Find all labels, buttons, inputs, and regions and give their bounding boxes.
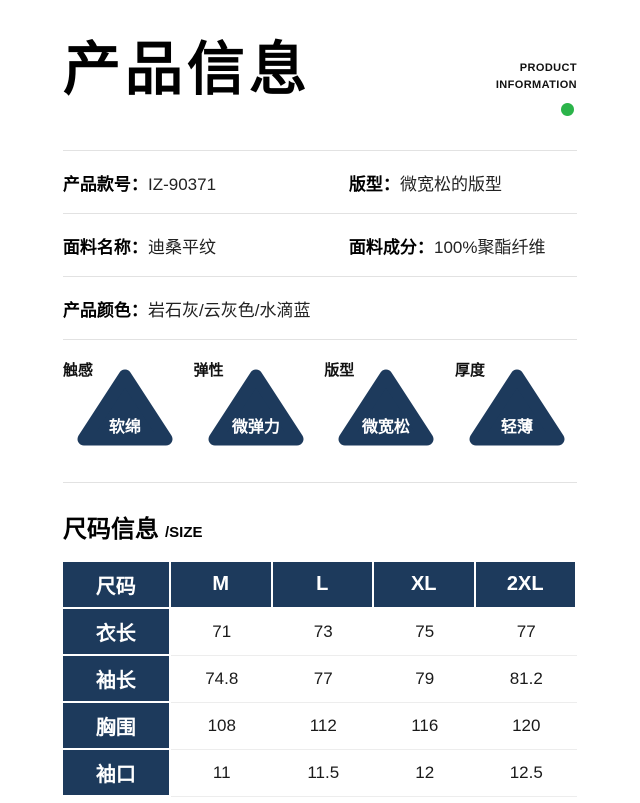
green-dot-icon bbox=[561, 103, 574, 117]
feature-badges: 触感 软绵 弹性 微弹力 版型 微宽松 厚度 轻薄 bbox=[63, 340, 577, 482]
size-table-cell: 71 bbox=[171, 609, 273, 656]
spec-product-colors: 产品颜色：岩石灰/云灰色/水滴蓝 bbox=[63, 296, 310, 321]
spec-label: 产品款号： bbox=[63, 174, 148, 194]
size-table-cell: 75 bbox=[374, 609, 476, 656]
page-title: 产品信息 bbox=[63, 37, 312, 102]
size-table-cell: 12.5 bbox=[475, 750, 577, 797]
size-table-cell: 11.5 bbox=[272, 750, 374, 797]
spec-value: 迪桑平纹 bbox=[148, 237, 216, 257]
feature-value: 轻薄 bbox=[501, 417, 533, 436]
size-table-row-label: 袖口 bbox=[63, 750, 171, 797]
spec-row-colors: 产品颜色：岩石灰/云灰色/水滴蓝 bbox=[63, 277, 577, 339]
size-table-row-label: 袖长 bbox=[63, 656, 171, 703]
triangle-badge-icon: 微弹力 bbox=[208, 369, 304, 446]
spec-row-style-number: 产品款号：IZ-90371 版型：微宽松的版型 bbox=[63, 151, 577, 213]
spec-style-number: 产品款号：IZ-90371 bbox=[63, 170, 349, 195]
divider bbox=[63, 482, 577, 483]
feature-elasticity: 弹性 微弹力 bbox=[194, 356, 316, 472]
subtitle-line-1: PRODUCT bbox=[519, 62, 577, 74]
divider bbox=[63, 150, 577, 151]
size-table-header-cell: XL bbox=[374, 562, 476, 609]
subtitle-line-2: INFORMATION bbox=[495, 79, 577, 92]
size-table: 尺码 M L XL 2XL 衣长 71 73 75 77 袖长 74.8 77 … bbox=[63, 562, 577, 797]
page-header: 产品信息 PRODUCT INFORMATION bbox=[63, 0, 577, 150]
spec-value: IZ-90371 bbox=[148, 174, 217, 194]
spec-value: 微宽松的版型 bbox=[400, 174, 502, 194]
size-table-header-cell: L bbox=[272, 562, 374, 609]
spec-value: 岩石灰/云灰色/水滴蓝 bbox=[148, 300, 311, 320]
size-title-en: /SIZE bbox=[165, 524, 203, 541]
spec-row-fabric: 面料名称：迪桑平纹 面料成分：100%聚酯纤维 bbox=[63, 214, 577, 276]
header-right: PRODUCT INFORMATION bbox=[496, 38, 577, 117]
feature-fit: 版型 微宽松 bbox=[324, 356, 446, 472]
feature-value: 微宽松 bbox=[361, 417, 410, 436]
size-table-row-label: 胸围 bbox=[63, 703, 171, 750]
page-subtitle-en: PRODUCT INFORMATION bbox=[496, 60, 577, 94]
feature-value: 微弹力 bbox=[231, 417, 280, 436]
size-section-title: 尺码信息 /SIZE bbox=[63, 509, 577, 544]
divider bbox=[63, 213, 577, 214]
feature-value: 软绵 bbox=[109, 417, 141, 436]
size-table-cell: 79 bbox=[374, 656, 476, 703]
size-table-cell: 77 bbox=[272, 656, 374, 703]
size-table-cell: 112 bbox=[272, 703, 374, 750]
feature-touch: 触感 软绵 bbox=[63, 356, 185, 472]
divider bbox=[63, 276, 577, 277]
size-table-cell: 116 bbox=[374, 703, 476, 750]
size-table-cell: 120 bbox=[475, 703, 577, 750]
size-table-cell: 11 bbox=[171, 750, 273, 797]
size-table-header-cell: 2XL bbox=[475, 562, 577, 609]
size-table-cell: 81.2 bbox=[475, 656, 577, 703]
feature-label: 版型 bbox=[324, 362, 355, 379]
size-table-cell: 74.8 bbox=[171, 656, 273, 703]
feature-label: 触感 bbox=[63, 362, 94, 379]
feature-thickness: 厚度 轻薄 bbox=[455, 356, 577, 472]
triangle-badge-icon: 微宽松 bbox=[338, 369, 434, 446]
triangle-badge-icon: 软绵 bbox=[77, 369, 173, 446]
spec-label: 版型： bbox=[349, 174, 400, 194]
size-table-header-cell: M bbox=[171, 562, 273, 609]
triangle-badge-icon: 轻薄 bbox=[469, 369, 565, 446]
feature-label: 弹性 bbox=[193, 362, 224, 379]
divider bbox=[63, 339, 577, 340]
size-table-cell: 12 bbox=[374, 750, 476, 797]
size-table-row-label: 衣长 bbox=[63, 609, 171, 656]
spec-fit-type: 版型：微宽松的版型 bbox=[349, 170, 502, 195]
spec-value: 100%聚酯纤维 bbox=[434, 237, 546, 257]
feature-label: 厚度 bbox=[454, 362, 485, 379]
spec-fabric-composition: 面料成分：100%聚酯纤维 bbox=[349, 233, 545, 258]
size-table-cell: 108 bbox=[171, 703, 273, 750]
spec-label: 产品颜色： bbox=[63, 300, 148, 320]
spec-fabric-name: 面料名称：迪桑平纹 bbox=[63, 233, 349, 258]
spec-label: 面料成分： bbox=[349, 237, 434, 257]
spec-label: 面料名称： bbox=[63, 237, 148, 257]
size-table-cell: 73 bbox=[272, 609, 374, 656]
size-table-cell: 77 bbox=[475, 609, 577, 656]
size-table-header-cell: 尺码 bbox=[63, 562, 171, 609]
size-title-cn: 尺码信息 bbox=[63, 516, 159, 543]
